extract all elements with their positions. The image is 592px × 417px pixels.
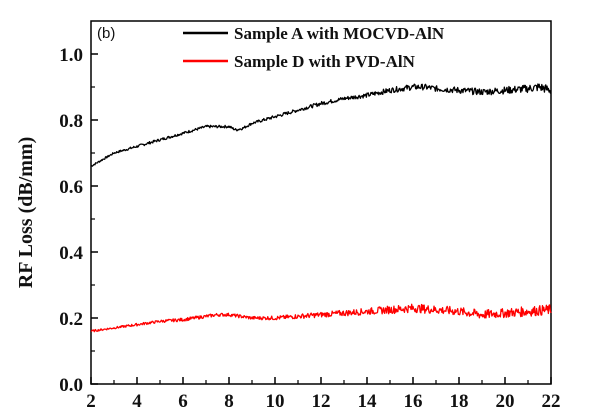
panel-label: (b) [97,25,115,42]
y-tick-label: 0.4 [59,243,83,264]
y-axis: 0.0 0.2 0.4 0.6 0.8 1.0 [59,45,98,396]
x-tick-label: 20 [496,391,515,412]
legend: Sample A with MOCVD-AlN Sample D with PVD… [183,24,445,71]
x-axis: 2 4 6 8 10 12 14 16 18 20 22 [86,377,561,412]
x-tick-label: 14 [358,391,378,412]
x-tick-label: 6 [178,391,188,412]
x-tick-label: 8 [224,391,234,412]
x-tick-label: 4 [132,391,142,412]
series-line [90,303,552,333]
series-line [90,83,552,167]
plot-frame [90,20,552,385]
y-tick-label: 1.0 [59,45,83,66]
legend-label: Sample A with MOCVD-AlN [234,24,445,43]
x-tick-label: 16 [404,391,423,412]
x-tick-label: 2 [86,391,96,412]
legend-label: Sample D with PVD-AlN [234,52,416,71]
y-axis-title: RF Loss (dB/mm) [15,137,37,288]
y-tick-label: 0.2 [59,309,83,330]
plot-area [90,83,552,333]
y-tick-label: 0.0 [59,375,83,396]
y-tick-label: 0.6 [59,177,83,198]
x-tick-label: 18 [450,391,469,412]
y-tick-label: 0.8 [59,111,83,132]
x-tick-label: 22 [542,391,561,412]
x-tick-label: 12 [312,391,331,412]
x-tick-label: 10 [266,391,285,412]
